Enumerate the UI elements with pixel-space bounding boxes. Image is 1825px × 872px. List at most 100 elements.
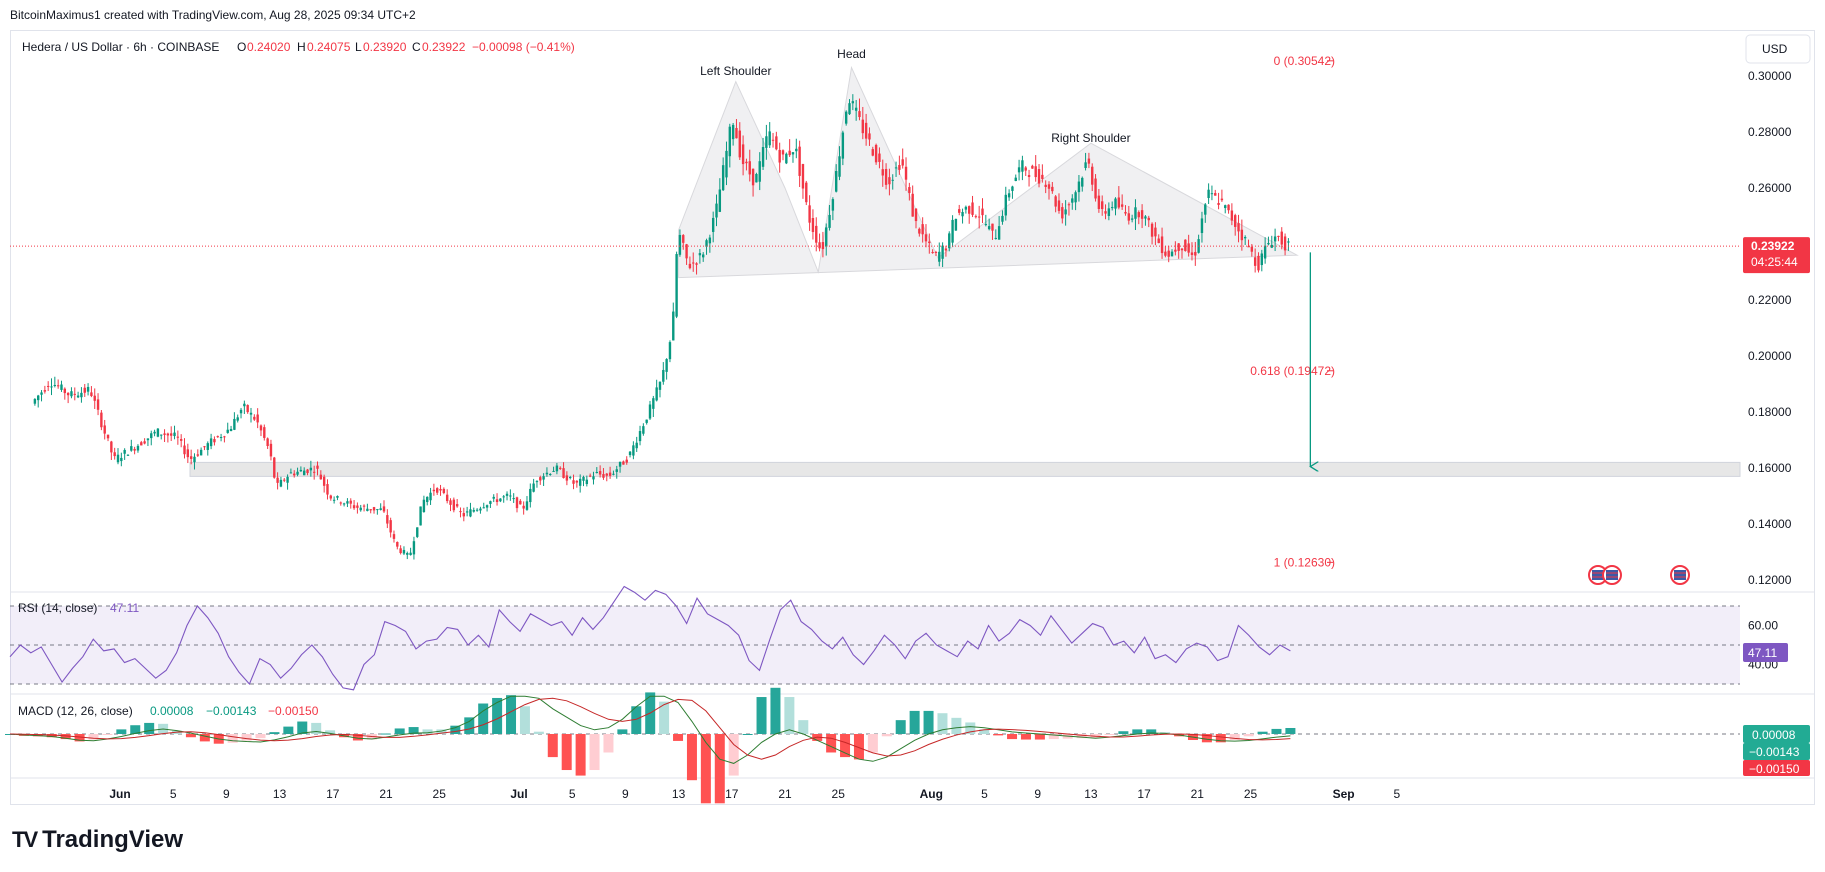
candle-body [844, 111, 848, 124]
time-axis-label: 17 [1137, 787, 1151, 801]
macd-histogram-bar [74, 734, 85, 742]
rsi-legend: RSI (14, close) 47.11 [18, 601, 139, 615]
candle-body [961, 211, 964, 217]
us-flag-icon[interactable] [1588, 565, 1608, 585]
candle-body [1210, 193, 1214, 195]
candle-body [1051, 186, 1054, 192]
macd-histogram-bar [881, 734, 892, 737]
macd-histogram-bar [1104, 734, 1115, 735]
price-axis-label: 0.22000 [1748, 293, 1792, 307]
close-value: 0.23922 [422, 40, 466, 54]
candle-body [815, 225, 818, 243]
candle-body [482, 507, 485, 509]
candle-body [110, 441, 113, 453]
macd-histogram-bar [102, 734, 113, 735]
time-axis-label: 25 [832, 787, 846, 801]
candle-body [1067, 204, 1071, 206]
candle-body [858, 111, 861, 118]
us-flag-icon[interactable] [1670, 565, 1690, 585]
candle-body [964, 206, 968, 210]
candle-body [389, 520, 392, 533]
candle-body [1091, 166, 1094, 185]
last-price-value: 0.23922 [1751, 239, 1795, 253]
candle-body [1104, 211, 1107, 214]
candle-body [73, 393, 76, 395]
price-axis-label: 0.16000 [1748, 461, 1792, 475]
macd-histogram-bar [408, 727, 419, 734]
candle-body [755, 173, 758, 183]
time-axis-label: 17 [725, 787, 739, 801]
candle-body [648, 404, 652, 419]
candle-body [672, 311, 675, 341]
candle-body [402, 549, 406, 554]
price-axis-label: 0.18000 [1748, 405, 1792, 419]
candle-body [1174, 249, 1177, 252]
candle-body [994, 237, 998, 239]
candle-body [372, 507, 376, 511]
candle-body [628, 451, 632, 456]
candle-body [1024, 167, 1027, 171]
candle-body [928, 241, 931, 244]
candle-body [126, 454, 130, 456]
candle-body [465, 511, 469, 513]
candle-body [96, 399, 100, 410]
candle-body [1107, 208, 1111, 216]
candle-body [495, 499, 499, 503]
candle-body [788, 150, 791, 156]
macd-histogram-bar [603, 734, 614, 753]
candle-body [632, 445, 635, 456]
candle-body [741, 144, 745, 165]
rsi-title: RSI (14, close) [18, 601, 97, 615]
candle-body [1014, 177, 1017, 181]
candle-body [951, 219, 954, 243]
candle-body [1134, 207, 1137, 219]
candle-body [1240, 229, 1244, 241]
candle-body [1144, 216, 1147, 219]
macd-histogram-bar [60, 734, 71, 740]
candle-body [505, 493, 509, 496]
candle-body [432, 489, 436, 492]
macd-histogram-bar [1020, 734, 1031, 740]
candle-body [426, 496, 429, 503]
candle-body [618, 461, 622, 467]
candle-body [156, 428, 160, 437]
countdown-value: 04:25:44 [1751, 255, 1798, 269]
currency-button[interactable]: USD [1745, 34, 1811, 64]
rsi-value-badge: 47.11 [1743, 643, 1788, 662]
candle-body [1021, 160, 1024, 172]
candle-body [1041, 174, 1044, 179]
us-flag-icon[interactable] [1602, 565, 1622, 585]
candle-body [1227, 204, 1230, 211]
candle-body [163, 433, 166, 435]
candle-body [80, 392, 83, 398]
candles [33, 94, 1290, 560]
macd-histogram-bar [617, 729, 628, 734]
candle-body [698, 253, 702, 256]
candle-body [322, 476, 326, 486]
tradingview-logo: TV TradingView [12, 826, 183, 854]
macd-histogram-bar [506, 695, 517, 734]
candle-body [1207, 189, 1210, 199]
candle-body [1094, 178, 1097, 199]
candle-body [269, 443, 273, 457]
macd-histogram-bar [923, 710, 934, 734]
candle-body [1157, 238, 1160, 244]
candle-body [1164, 251, 1167, 256]
time-axis-label: 13 [1084, 787, 1098, 801]
macd-histogram-bar [1271, 728, 1282, 734]
candle-body [276, 477, 279, 483]
candle-body [409, 552, 412, 556]
candle-body [399, 548, 402, 554]
macd-histogram-bar [1285, 727, 1296, 734]
candle-body [552, 470, 555, 472]
candle-body [342, 503, 346, 505]
time-axis-label: 13 [672, 787, 686, 801]
macd-histogram-bar [575, 734, 586, 776]
time-axis[interactable]: Jun 5 9 13 17 21 25 Jul 5 9 13 17 21 25 Aug 5 9 13 17 21 25 S… [109, 787, 1400, 801]
candle-body [835, 171, 838, 192]
economic-events[interactable] [1588, 565, 1690, 585]
candle-body [1200, 218, 1204, 234]
candle-body [1044, 184, 1047, 188]
macd-histogram-bar [547, 734, 558, 758]
